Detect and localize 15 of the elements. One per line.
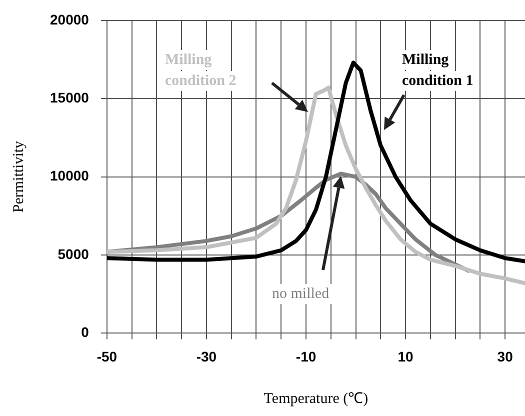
x-tick-label: -10 [296, 348, 316, 364]
x-tick-label: -30 [196, 348, 217, 364]
x-tick-label: -50 [96, 348, 118, 364]
y-axis-title: Permittivity [10, 140, 27, 213]
x-axis-title: Temperature (℃) [264, 390, 368, 407]
x-tick-label: 10 [398, 348, 414, 364]
y-tick-label: 0 [81, 324, 90, 340]
y-tick-label: 5000 [58, 246, 90, 262]
text: Milling condition 2 [165, 52, 236, 89]
text: no milled [272, 286, 330, 302]
text: Milling condition 1 [402, 52, 474, 89]
y-tick-label: 20000 [50, 11, 90, 28]
y-tick-label: 10000 [50, 168, 90, 184]
x-tick-label: 30 [497, 348, 514, 364]
y-tick-label: 15000 [50, 89, 90, 106]
